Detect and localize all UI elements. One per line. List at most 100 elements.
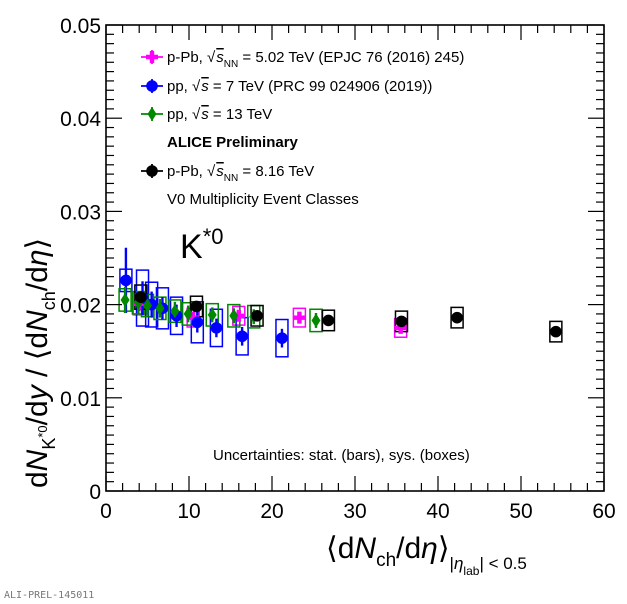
y-axis-title-div: / ⟨d — [21, 332, 54, 385]
y-axis-title-ch: ch — [39, 291, 59, 310]
data-point-s0 — [293, 311, 306, 324]
x-tick-label: 10 — [177, 500, 200, 523]
legend-text-part: s — [201, 106, 209, 123]
data-point-s3 — [322, 314, 335, 327]
y-tick-labels: 0 0.01 0.02 0.03 0.04 0.05 — [60, 15, 101, 504]
x-axis-title-ch: ch — [376, 550, 396, 571]
sys-box-s3 — [450, 306, 464, 329]
data-point-s1 — [276, 332, 288, 344]
legend-text-part: pp, — [167, 78, 192, 95]
legend-text-part: s — [201, 78, 209, 95]
y-axis-title: dNK*0/dy / ⟨dNch/dη⟩ — [21, 238, 59, 488]
data-point-s2 — [143, 298, 152, 313]
x-tick-label: 50 — [509, 500, 532, 523]
legend-text-part: √ — [207, 163, 216, 180]
legend-marker-s1 — [146, 80, 158, 92]
data-point-s2 — [155, 301, 165, 316]
legend-text-part: p-Pb, — [167, 49, 207, 66]
legend-label-s1: pp, √s = 7 TeV (PRC 99 024906 (2019)) — [167, 78, 432, 95]
axis-ticks — [105, 24, 605, 492]
y-axis-title-deta: /d — [21, 266, 54, 291]
x-tick-label: 40 — [426, 500, 449, 523]
data-point-s2 — [120, 292, 130, 307]
particle-label: K*0 — [180, 224, 223, 266]
x-axis-title-deta: /d — [396, 532, 421, 565]
data-point-s3 — [451, 311, 463, 324]
sys-box-s3 — [549, 320, 563, 343]
x-axis-title-sub-lab: lab — [463, 564, 479, 578]
y-tick-label: 0.01 — [60, 388, 101, 411]
legend: p-Pb, √sNN = 5.02 TeV (EPJC 76 (2016) 24… — [141, 49, 464, 208]
y-axis-title-k: K — [39, 438, 59, 450]
data-point-s2 — [183, 306, 193, 321]
legend-text-part: NN — [224, 173, 238, 184]
data-point-s2 — [311, 313, 321, 328]
legend-text-part: √ — [207, 49, 216, 66]
data-point-s2 — [170, 304, 180, 319]
sys-box-s1 — [209, 308, 224, 348]
y-tick-label: 0.05 — [60, 15, 101, 38]
sys-box-s1 — [275, 318, 289, 358]
legend-text-part: s — [216, 49, 224, 66]
x-axis-title-open: ⟨d — [326, 532, 354, 565]
x-axis-title-eta: η — [421, 532, 438, 565]
legend-text-part: √ — [192, 78, 201, 95]
legend-experiment: ALICE Preliminary — [167, 134, 299, 151]
legend-marker-s3 — [146, 165, 158, 177]
data-point-s1 — [210, 322, 223, 334]
x-axis-title-n: N — [354, 532, 376, 565]
y-axis-title-k-sup: *0 — [35, 425, 50, 437]
x-axis-title-sub-bar: | — [450, 554, 454, 573]
data-point-s0 — [394, 321, 407, 334]
y-axis-title-close: ⟩ — [21, 238, 54, 250]
legend-label-s0: p-Pb, √sNN = 5.02 TeV (EPJC 76 (2016) 24… — [167, 49, 464, 70]
y-axis-title-y: y — [21, 383, 54, 402]
data-point-s1 — [191, 316, 204, 329]
y-axis-title-n2: N — [21, 310, 54, 332]
legend-text-part: √ — [192, 106, 201, 123]
legend-label-s2: pp, √s = 13 TeV — [167, 106, 272, 123]
data-point-s3 — [395, 315, 408, 328]
y-axis-title-d: d — [21, 471, 54, 488]
legend-text-part: = 13 TeV — [209, 106, 273, 123]
data-point-s3 — [251, 309, 263, 322]
legend-marker-s0 — [146, 51, 158, 63]
particle-label-base: K — [180, 228, 203, 266]
legend-text-part: = 7 TeV (PRC 99 024906 (2019)) — [209, 78, 433, 95]
legend-text-part: p-Pb, — [167, 163, 207, 180]
y-tick-label: 0.02 — [60, 295, 101, 318]
data-point-s3 — [190, 300, 203, 313]
x-tick-label: 20 — [260, 500, 283, 523]
sys-box-s2 — [168, 299, 182, 324]
y-tick-label: 0.03 — [60, 201, 101, 224]
data-point-s0 — [187, 311, 200, 324]
legend-label-s3: p-Pb, √sNN = 8.16 TeV — [167, 163, 314, 184]
legend-text-part: NN — [224, 59, 238, 70]
uncertainties-note: Uncertainties: stat. (bars), sys. (boxes… — [213, 447, 470, 464]
y-axis-title-dy: /d — [21, 400, 54, 425]
x-tick-label: 0 — [100, 500, 112, 523]
data-point-s1 — [236, 330, 248, 343]
data-point-s2 — [229, 308, 239, 323]
data-point-s3 — [550, 325, 562, 338]
x-axis-title-sub-cond: | < 0.5 — [479, 554, 526, 573]
data-point-s0 — [232, 309, 245, 322]
data-point-s2 — [207, 307, 217, 322]
x-axis-title-sub-eta: η — [454, 554, 463, 573]
data-point-s3 — [135, 291, 147, 303]
y-tick-label: 0.04 — [60, 108, 101, 131]
watermark: ALI-PREL-145011 — [4, 590, 94, 601]
legend-marker-s2 — [147, 107, 157, 121]
legend-text-part: s — [216, 163, 224, 180]
y-axis-title-n: N — [21, 449, 54, 471]
x-axis-title-close: ⟩ — [438, 532, 450, 565]
data-markers — [120, 274, 562, 344]
x-tick-label: 60 — [592, 500, 615, 523]
particle-label-superscript: *0 — [203, 224, 224, 249]
sys-box-s3 — [321, 309, 336, 332]
x-tick-label: 30 — [343, 500, 366, 523]
legend-text-part: = 8.16 TeV — [238, 163, 314, 180]
legend-text-part: pp, — [167, 106, 192, 123]
